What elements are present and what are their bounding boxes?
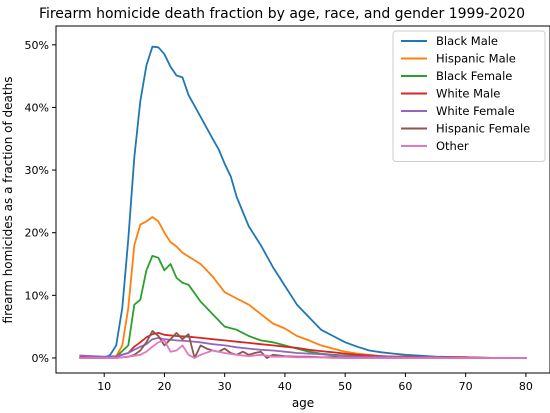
y-tick-label: 0% — [32, 352, 49, 365]
plot-area — [79, 45, 527, 359]
series-line-black-male — [79, 45, 527, 359]
x-tick-label: 80 — [519, 380, 533, 393]
y-tick-label: 40% — [25, 101, 49, 114]
x-tick-label: 20 — [157, 380, 171, 393]
y-axis: 0% 10% 20% 30% 40% 50% — [25, 39, 56, 365]
series-line-white-female — [79, 336, 527, 359]
x-axis-label: age — [292, 396, 314, 410]
series-line-other — [79, 339, 527, 359]
plot-frame — [55, 25, 550, 374]
chart-title: Firearm homicide death fraction by age, … — [39, 6, 525, 22]
legend-label: Black Female — [436, 69, 512, 83]
y-tick-label: 30% — [25, 164, 49, 177]
x-tick-label: 10 — [97, 380, 111, 393]
legend-label: Hispanic Male — [436, 52, 516, 66]
legend-label: Other — [436, 139, 469, 153]
legend-label: Hispanic Female — [436, 122, 530, 136]
x-tick-label: 70 — [459, 380, 473, 393]
legend-label: White Male — [436, 87, 500, 101]
x-tick-label: 40 — [278, 380, 292, 393]
x-tick-label: 60 — [398, 380, 412, 393]
legend-label: Black Male — [436, 34, 498, 48]
y-tick-label: 20% — [25, 227, 49, 240]
y-tick-label: 50% — [25, 39, 49, 52]
x-axis: 10 20 30 40 50 60 70 80 — [97, 373, 533, 393]
x-tick-label: 50 — [338, 380, 352, 393]
y-axis-label: firearm homicides as a fraction of death… — [1, 77, 15, 324]
series-line-white-male — [79, 331, 527, 359]
y-tick-label: 10% — [25, 289, 49, 302]
legend: Black Male Hispanic Male Black Female White… — [392, 30, 546, 162]
x-tick-label: 30 — [218, 380, 232, 393]
legend-box — [392, 30, 546, 162]
legend-label: White Female — [436, 104, 515, 118]
